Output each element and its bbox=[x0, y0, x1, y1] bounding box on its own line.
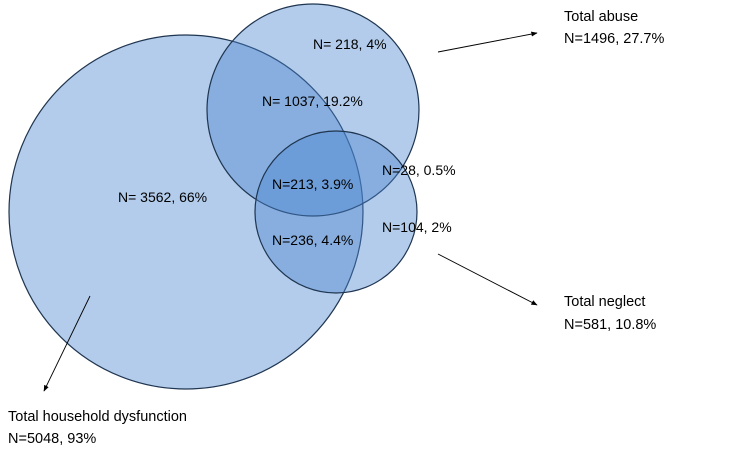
abuse-callout-arrow bbox=[437, 31, 538, 53]
region-label-household-and-abuse: N= 1037, 19.2% bbox=[262, 93, 363, 109]
neglect-callout-value: N=581, 10.8% bbox=[564, 317, 656, 333]
region-label-abuse-and-neglect: N=28, 0.5% bbox=[382, 162, 456, 178]
abuse-callout-title: Total abuse bbox=[564, 9, 638, 25]
neglect-callout-title: Total neglect bbox=[564, 294, 645, 310]
household-callout-value: N=5048, 93% bbox=[8, 431, 96, 447]
abuse-callout-value: N=1496, 27.7% bbox=[564, 31, 664, 47]
household-dysfunction-circle bbox=[8, 34, 364, 390]
household-callout-title: Total household dysfunction bbox=[8, 409, 187, 425]
region-label-abuse-only: N= 218, 4% bbox=[313, 36, 387, 52]
household-callout-arrow bbox=[43, 295, 91, 392]
neglect-circle bbox=[254, 130, 418, 294]
region-label-household-and-neglect: N=236, 4.4% bbox=[272, 232, 353, 248]
region-label-all-three: N=213, 3.9% bbox=[272, 176, 353, 192]
neglect-callout-arrow bbox=[437, 253, 538, 306]
region-label-household-only: N= 3562, 66% bbox=[118, 189, 207, 205]
region-label-neglect-only: N=104, 2% bbox=[382, 219, 452, 235]
abuse-circle bbox=[206, 3, 420, 217]
